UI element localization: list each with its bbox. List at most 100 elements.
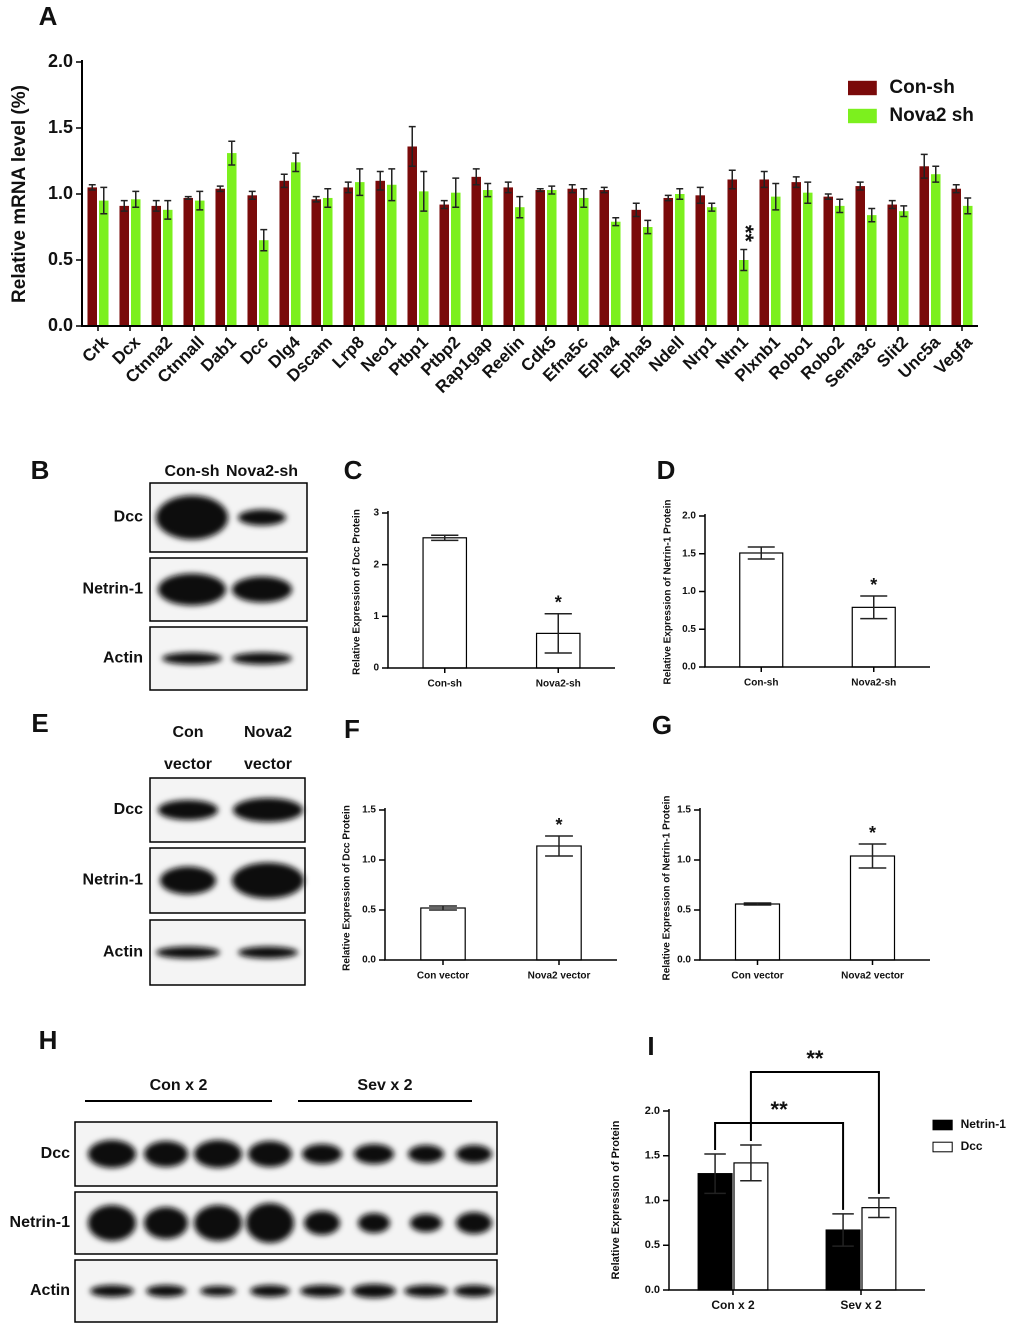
x-tick-label: Con-sh: [428, 679, 462, 690]
blot-band: [232, 862, 304, 899]
bar: [611, 221, 621, 326]
error-bar: [216, 185, 224, 193]
x-tick-label: Nrp1: [679, 333, 720, 374]
bar: [951, 188, 961, 326]
y-axis-label: Relative Expression of Dcc Protein: [342, 805, 353, 971]
error-bar: [696, 186, 704, 204]
error-bar: [868, 207, 876, 223]
error-bar: [504, 181, 512, 194]
y-tick-label: 0.0: [677, 955, 691, 966]
blot-band: [156, 946, 220, 959]
error-bar: [664, 194, 672, 202]
error-bar: [312, 195, 320, 203]
error-bar: [292, 152, 300, 173]
error-bar: [100, 186, 108, 215]
y-tick-label: 0.5: [48, 249, 73, 269]
blot-band: [158, 573, 226, 606]
y-tick-label: 0.5: [645, 1239, 660, 1251]
bar: [803, 192, 813, 326]
error-bar: [280, 173, 288, 189]
bar: [419, 191, 429, 326]
legend-label: Nova2 sh: [889, 105, 973, 126]
bar: [87, 187, 97, 326]
significance-mark: **: [733, 225, 758, 243]
bar: [931, 174, 941, 326]
y-tick-label: 0.5: [362, 905, 376, 916]
blot-band: [162, 652, 222, 665]
bar: [407, 146, 417, 326]
legend-label: Con-sh: [889, 77, 954, 98]
error-bar: [792, 176, 800, 189]
error-bar: [704, 1153, 726, 1195]
error-bar: [344, 181, 352, 194]
error-bar: [743, 902, 772, 906]
blot-band: [358, 1213, 390, 1233]
x-tick-label: Dab1: [197, 333, 240, 376]
x-tick-label: Crk: [79, 332, 113, 366]
error-bar: [356, 168, 364, 197]
blot-band: [232, 576, 292, 603]
y-tick-label: 1.5: [645, 1150, 660, 1162]
bar: [227, 153, 237, 326]
error-bar: [440, 199, 448, 210]
error-bar: [824, 193, 832, 201]
bar: [535, 190, 545, 326]
axes: [81, 60, 978, 327]
column-label: Con-sh: [164, 463, 219, 480]
bar: [131, 199, 141, 326]
axes: [699, 808, 930, 961]
axes: [668, 1109, 925, 1291]
error-bar: [376, 170, 384, 191]
y-tick-label: 2.0: [48, 51, 73, 71]
x-tick-label: Nova2-sh: [851, 678, 896, 689]
error-bar: [964, 197, 972, 215]
bar: [195, 200, 205, 326]
y-tick-label: 1.0: [682, 586, 696, 597]
y-tick-label: 1.0: [48, 183, 73, 203]
bar: [899, 211, 909, 326]
bar: [99, 200, 109, 326]
bar: [536, 845, 582, 961]
y-tick-label: 0.0: [682, 662, 696, 673]
error-bar: [152, 199, 160, 212]
x-tick-label: Con vector: [417, 971, 469, 982]
error-bar: [740, 248, 748, 272]
bar: [861, 1207, 897, 1291]
error-bar: [747, 546, 775, 560]
y-tick-label: 1: [373, 611, 379, 622]
row-label: Actin: [30, 1282, 70, 1299]
column-label: Con: [172, 724, 203, 741]
axes: [384, 808, 617, 961]
legend-swatch: [848, 108, 877, 124]
error-bar: [324, 187, 332, 208]
y-tick-label: 2.0: [682, 511, 696, 522]
significance-mark: *: [555, 815, 562, 835]
bar: [387, 184, 397, 326]
bar: [733, 1162, 769, 1291]
error-bar: [644, 219, 652, 235]
y-tick-label: 1.5: [48, 117, 73, 137]
y-axis-label: Relative Expression of Dcc Protein: [352, 509, 363, 675]
error-bar: [228, 140, 236, 166]
blot-band: [200, 1286, 236, 1296]
y-tick-label: 1.0: [645, 1194, 660, 1206]
bar: [163, 209, 173, 326]
blot-band: [302, 1144, 342, 1164]
bar: [343, 187, 353, 326]
y-tick-label: 0: [373, 663, 379, 674]
column-label: Nova2: [244, 724, 292, 741]
error-bar: [452, 177, 460, 208]
row-label: Dcc: [114, 801, 143, 818]
panel-letter: D: [657, 455, 676, 485]
comparison-bracket: [749, 1071, 880, 1194]
error-bar: [420, 170, 428, 212]
y-axis-label: Relative Expression of Protein: [610, 1120, 622, 1279]
blot-band: [146, 1285, 186, 1297]
bar: [599, 190, 609, 326]
row-label: Actin: [103, 650, 143, 667]
x-tick-label: Nova2 vector: [528, 971, 591, 982]
row-label: Actin: [103, 944, 143, 961]
legend-label: Netrin-1: [961, 1117, 1007, 1131]
y-tick-label: 1.0: [362, 855, 376, 866]
x-tick-label: Ndell: [645, 333, 688, 376]
